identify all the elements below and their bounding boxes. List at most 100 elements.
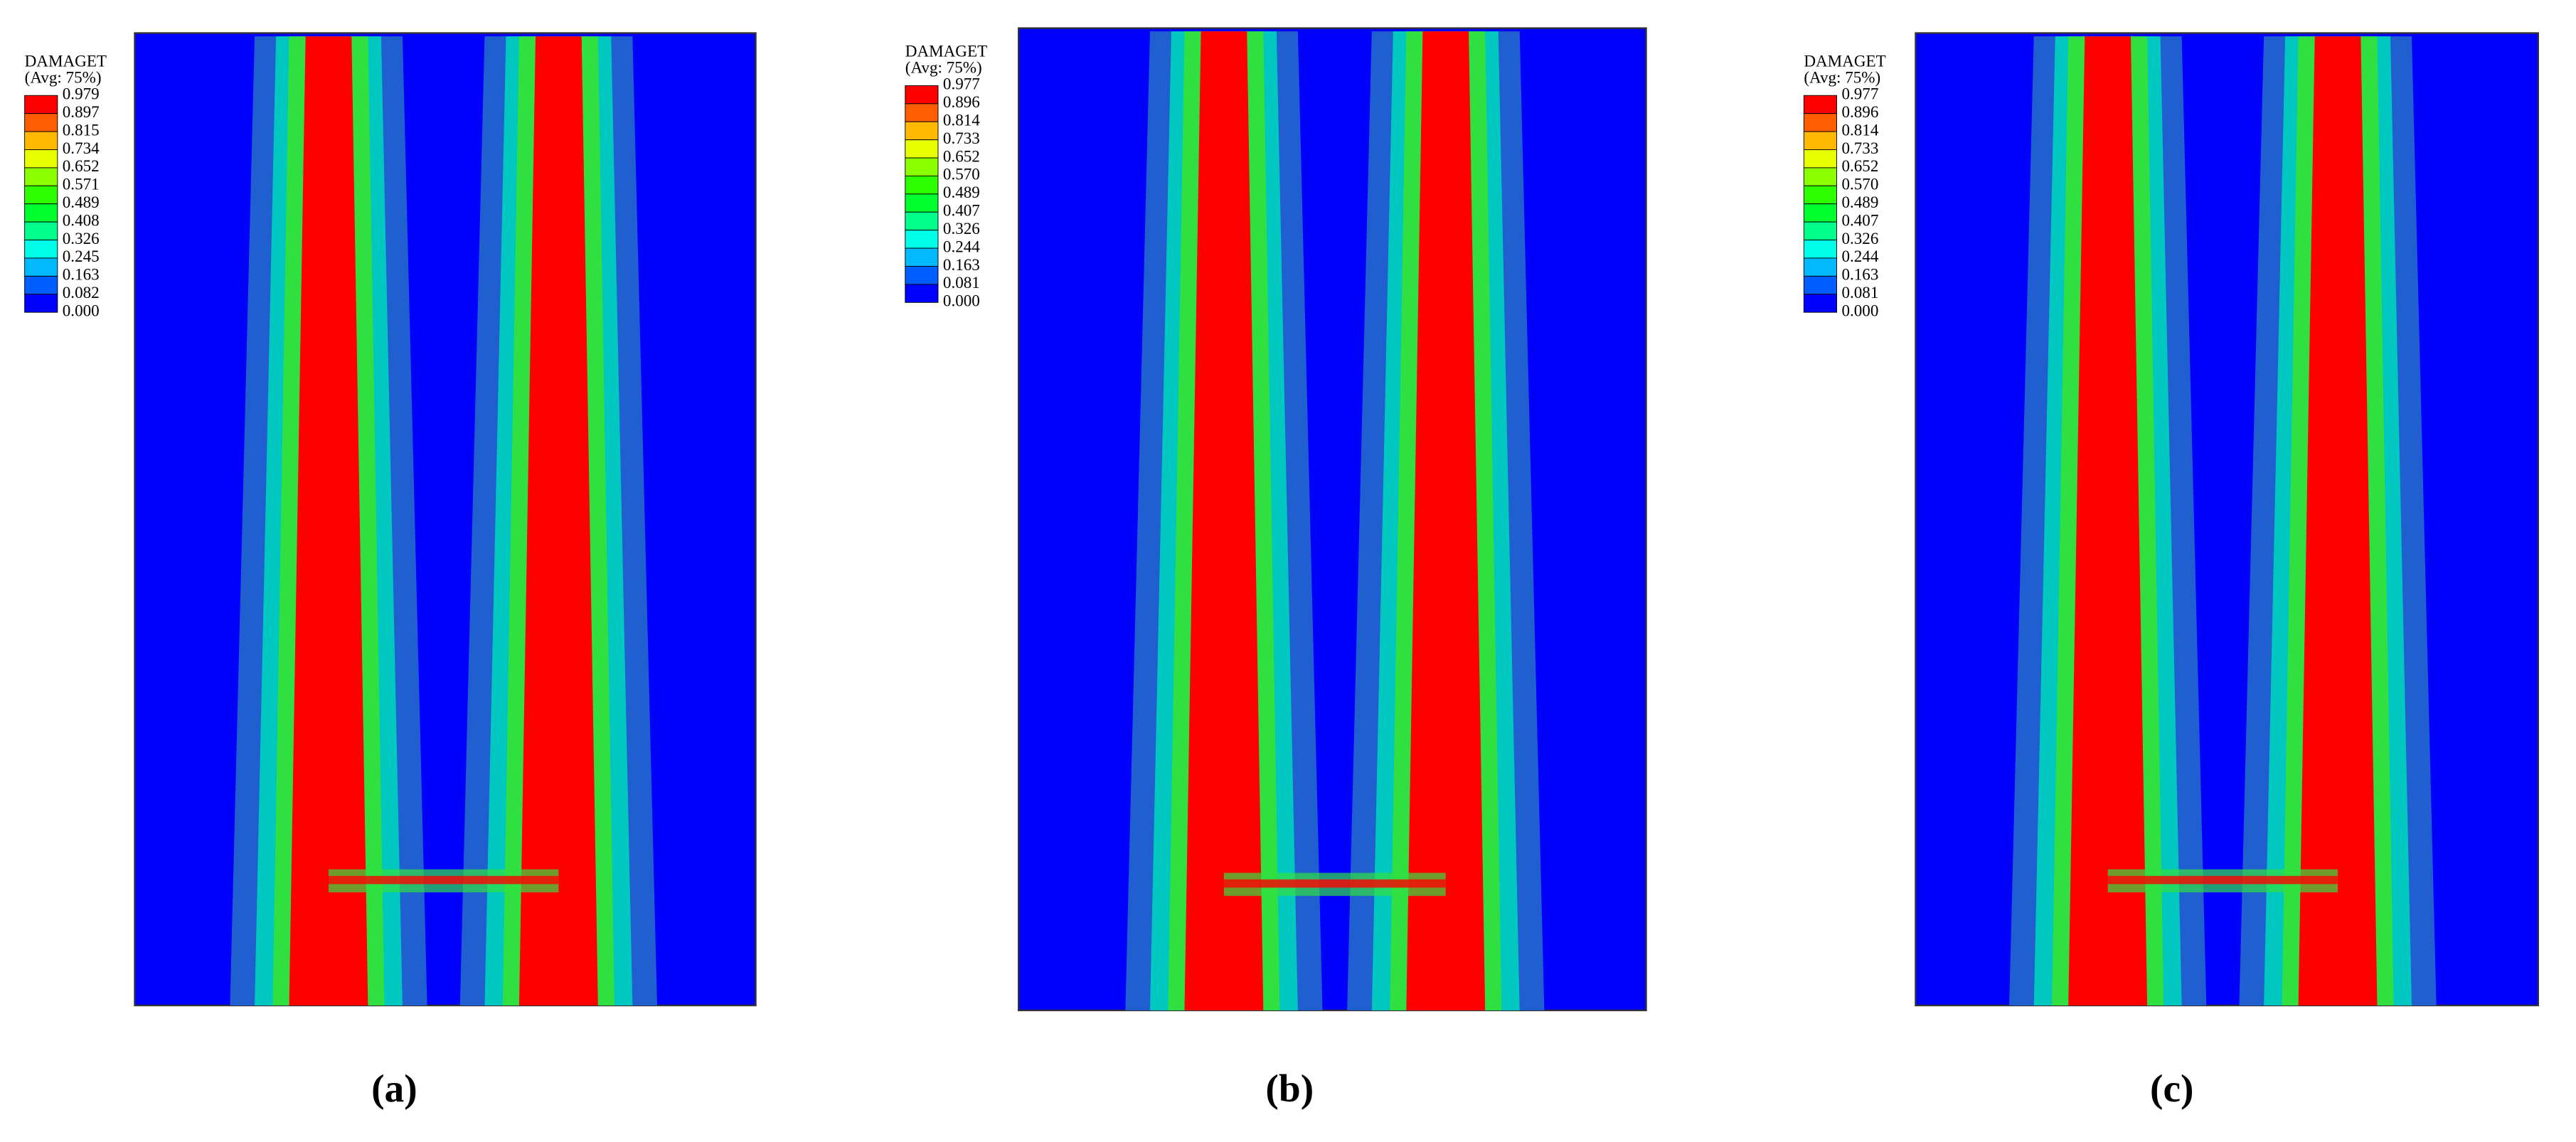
- legend-swatch: [1803, 294, 1837, 313]
- legend-label: 0.081: [1841, 283, 1878, 301]
- legend-label: 0.244: [1841, 247, 1878, 265]
- legend-swatch: [905, 247, 939, 267]
- legend-label: 0.814: [943, 111, 980, 129]
- legend-label: 0.489: [63, 193, 100, 211]
- legend-label: 0.897: [63, 102, 100, 121]
- legend-label: 0.000: [943, 292, 980, 310]
- legend-swatch: [905, 103, 939, 122]
- legend-label: 0.814: [1841, 120, 1878, 139]
- damage-core: [2068, 36, 2148, 1005]
- legend-label: 0.977: [943, 75, 980, 93]
- damage-core: [2298, 36, 2378, 1005]
- legend-swatch: [905, 230, 939, 249]
- legend-swatch: [905, 157, 939, 176]
- legend-swatch: [24, 149, 58, 169]
- legend-label: 0.081: [943, 273, 980, 292]
- legend-swatch: [1803, 95, 1837, 114]
- legend-swatch: [24, 257, 58, 277]
- legend-swatch: [905, 266, 939, 285]
- legend-swatch: [24, 275, 58, 295]
- legend-label: 0.896: [943, 92, 980, 111]
- legend-swatch: [1803, 131, 1837, 150]
- legend-subtitle: (Avg: 75%): [25, 68, 102, 86]
- legend-label: 0.489: [943, 183, 980, 201]
- legend-swatch: [905, 139, 939, 159]
- damage-bridge: [1223, 879, 1446, 888]
- legend-label: 0.734: [63, 139, 100, 157]
- legend-swatch: [905, 85, 939, 105]
- legend-label: 0.896: [1841, 102, 1878, 121]
- legend-swatch: [1803, 203, 1837, 223]
- legend-label: 0.407: [943, 201, 980, 220]
- legend-title: DAMAGET: [25, 51, 107, 70]
- legend-subtitle: (Avg: 75%): [1804, 68, 1880, 86]
- legend-swatch: [24, 185, 58, 205]
- legend-label: 0.000: [63, 301, 100, 319]
- legend-label: 0.082: [63, 283, 100, 301]
- legend-title: DAMAGET: [905, 42, 987, 60]
- legend-label: 0.733: [943, 129, 980, 147]
- legend-label: 0.326: [1841, 229, 1878, 247]
- legend-swatch: [1803, 275, 1837, 295]
- legend-subtitle: (Avg: 75%): [905, 58, 982, 77]
- legend-swatch: [905, 284, 939, 303]
- damage-core: [289, 36, 368, 1005]
- legend-label: 0.652: [943, 146, 980, 165]
- plot-area: [134, 32, 757, 1007]
- legend-swatch: [24, 221, 58, 241]
- panel-caption: (a): [371, 1067, 417, 1110]
- legend-swatch: [1803, 167, 1837, 186]
- legend-title: DAMAGET: [1804, 51, 1885, 70]
- legend-label: 0.979: [63, 85, 100, 103]
- legend-swatch: [1803, 257, 1837, 277]
- damage-core: [1406, 31, 1486, 1010]
- legend-swatch: [1803, 221, 1837, 241]
- legend-label: 0.571: [63, 175, 100, 193]
- legend-label: 0.244: [943, 237, 980, 255]
- panel-caption: (b): [1265, 1067, 1314, 1110]
- legend-label: 0.245: [63, 247, 100, 265]
- contour-plot: [1915, 32, 2540, 1007]
- legend-label: 0.815: [63, 120, 100, 139]
- legend-label: 0.652: [63, 156, 100, 175]
- legend-label: 0.570: [1841, 175, 1878, 193]
- damage-core: [1184, 31, 1264, 1010]
- legend-swatch: [905, 193, 939, 213]
- contour-plot: [134, 32, 757, 1007]
- legend-swatch: [1803, 185, 1837, 205]
- plot-area: [1018, 27, 1647, 1012]
- damage-bridge: [2107, 875, 2338, 885]
- legend-label: 0.652: [1841, 156, 1878, 175]
- legend-swatch: [905, 175, 939, 195]
- legend-label: 0.000: [1841, 301, 1878, 319]
- legend-label: 0.407: [1841, 210, 1878, 229]
- panel-caption: (c): [2150, 1067, 2194, 1110]
- legend-swatch: [24, 95, 58, 114]
- legend-swatch: [24, 167, 58, 186]
- legend-swatch: [24, 294, 58, 313]
- legend-label: 0.977: [1841, 85, 1878, 103]
- legend-label: 0.733: [1841, 139, 1878, 157]
- legend-label: 0.163: [943, 255, 980, 274]
- damage-core: [518, 36, 598, 1005]
- legend-label: 0.326: [63, 229, 100, 247]
- legend-swatch: [1803, 240, 1837, 259]
- legend-swatch: [1803, 113, 1837, 132]
- contour-plot: [1018, 27, 1647, 1012]
- legend-swatch: [1803, 149, 1837, 169]
- legend-label: 0.326: [943, 219, 980, 238]
- legend-swatch: [24, 113, 58, 132]
- legend-label: 0.489: [1841, 193, 1878, 211]
- legend-swatch: [24, 203, 58, 223]
- legend-label: 0.163: [1841, 265, 1878, 284]
- legend-label: 0.408: [63, 210, 100, 229]
- legend-swatch: [905, 121, 939, 141]
- legend-label: 0.163: [63, 265, 100, 284]
- legend-swatch: [24, 131, 58, 150]
- legend-swatch: [24, 240, 58, 259]
- damage-bridge: [328, 875, 559, 885]
- plot-area: [1915, 32, 2540, 1007]
- legend-swatch: [905, 211, 939, 231]
- legend-label: 0.570: [943, 165, 980, 183]
